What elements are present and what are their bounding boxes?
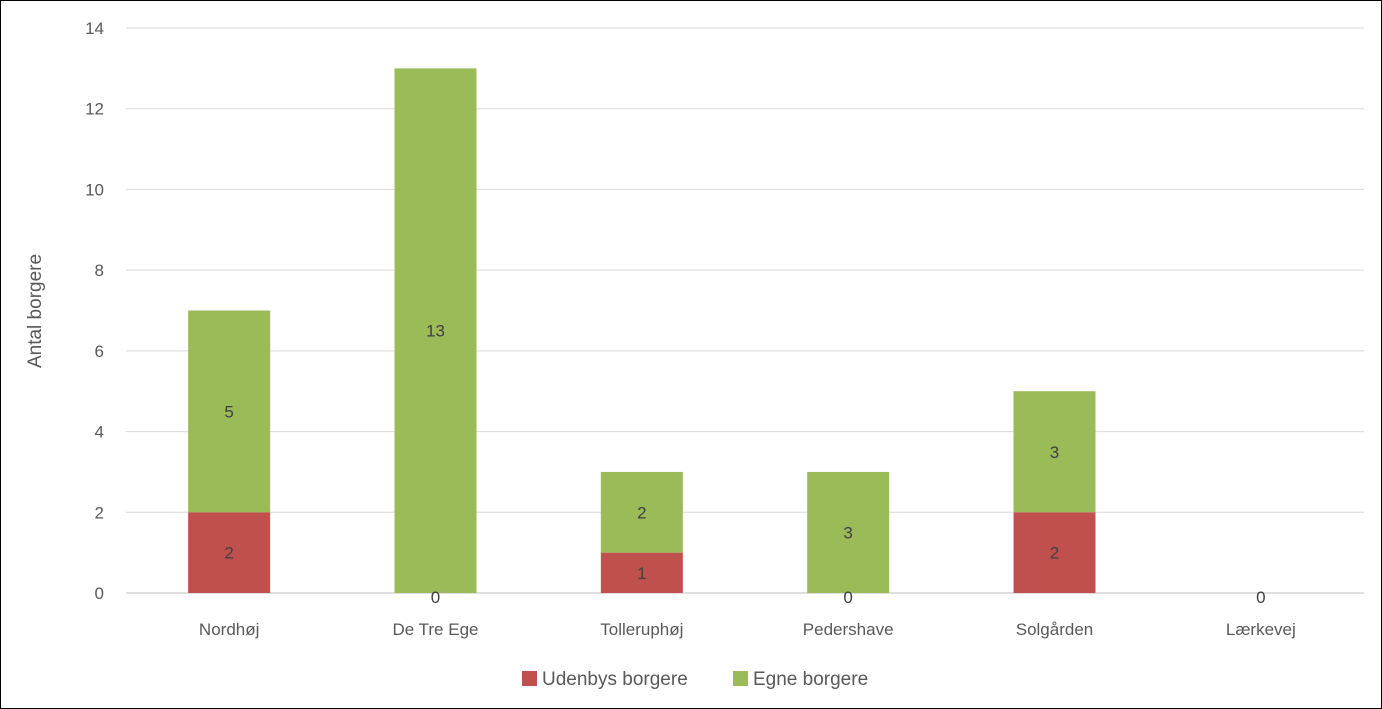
bar-udenbys-4: [1013, 512, 1096, 593]
x-tick-label: Nordhøj: [199, 620, 259, 639]
y-tick-label: 2: [95, 503, 104, 522]
y-tick-label: 12: [85, 100, 104, 119]
data-label: 2: [224, 544, 233, 563]
data-label: 5: [224, 402, 233, 421]
legend-label-1: Egne borgere: [753, 669, 868, 690]
x-tick-label: De Tre Ege: [393, 620, 479, 639]
bar-egne-4: [1013, 391, 1096, 513]
y-axis: 0 2 4 6 8 10 12 14: [85, 19, 104, 603]
x-tick-label: Pedershave: [803, 620, 894, 639]
data-label: 2: [1050, 544, 1059, 563]
x-axis: Nordhøj De Tre Ege Tolleruphøj Pedershave So…: [199, 620, 1296, 639]
y-tick-label: 6: [95, 342, 104, 361]
bar-udenbys-0: [188, 512, 271, 593]
data-label: 0: [1256, 588, 1265, 607]
data-label: 13: [426, 322, 445, 341]
x-tick-label: Solgården: [1016, 620, 1094, 639]
bar-egne-2: [600, 471, 683, 553]
data-label: 3: [843, 523, 852, 542]
data-label: 0: [843, 588, 852, 607]
x-tick-label: Tolleruphøj: [600, 620, 683, 639]
data-label: 0: [431, 588, 440, 607]
legend-swatch-1: [733, 671, 748, 686]
y-tick-label: 10: [85, 180, 104, 199]
y-tick-label: 4: [95, 423, 104, 442]
bars: [188, 68, 1096, 594]
x-tick-label: Lærkevej: [1226, 620, 1296, 639]
y-tick-label: 8: [95, 261, 104, 280]
gridlines: [126, 27, 1364, 594]
data-label: 3: [1050, 443, 1059, 462]
data-label: 1: [637, 564, 646, 583]
bar-egne-1: [394, 68, 477, 594]
data-labels: 2 5 0 13 1 2 0 3 2 3 0: [224, 322, 1265, 607]
y-tick-label: 0: [95, 584, 104, 603]
legend: Udenbys borgere Egne borgere: [522, 669, 868, 690]
legend-label-0: Udenbys borgere: [542, 669, 688, 690]
y-axis-title: Antal borgere: [25, 254, 46, 368]
bar-egne-3: [807, 471, 890, 593]
data-label: 2: [637, 503, 646, 522]
y-tick-label: 14: [85, 19, 104, 38]
bar-udenbys-2: [600, 552, 683, 593]
bar-egne-0: [188, 310, 271, 513]
legend-swatch-0: [522, 671, 537, 686]
